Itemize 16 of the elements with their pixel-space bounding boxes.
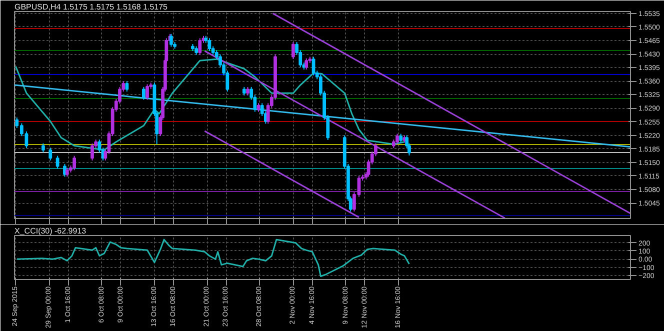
candlestick [125,80,129,92]
candlestick [72,155,76,171]
candlestick [48,147,52,161]
candlestick [142,86,146,100]
chart-title: X_CCI(30) -62.9913 [14,226,87,236]
candlestick [198,38,202,56]
candlestick [90,142,94,161]
line-series [16,238,410,277]
candlestick [304,58,308,70]
candlestick [208,38,212,52]
candlestick [56,155,60,170]
candlestick [292,42,295,60]
chart-title: GBPUSD,H4 1.5175 1.5175 1.5168 1.5175 [14,2,168,12]
candlestick [312,56,316,76]
candlestick [146,84,149,100]
candlestick [396,133,399,145]
